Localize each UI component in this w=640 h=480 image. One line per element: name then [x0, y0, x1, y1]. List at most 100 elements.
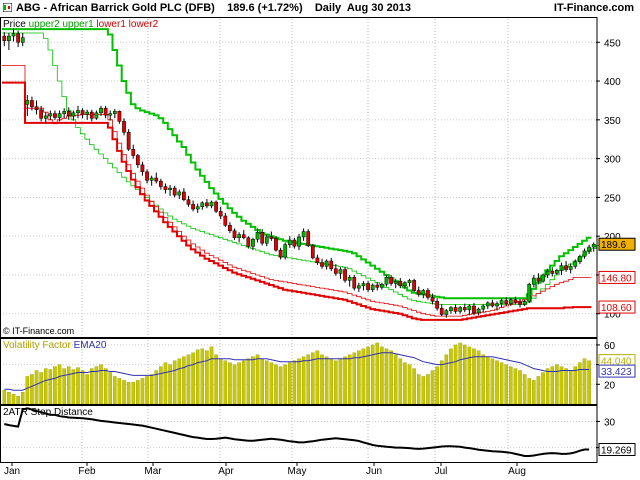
vol-bar: [154, 370, 159, 405]
candle-body: [177, 191, 182, 196]
candle-body: [338, 269, 343, 274]
candle-body: [255, 232, 260, 240]
candle-body: [154, 177, 159, 182]
price-legend-item: upper1: [60, 19, 94, 30]
candle-body: [80, 110, 85, 115]
vol-bar: [25, 376, 30, 405]
vol-bar: [246, 358, 251, 405]
candle-body: [71, 112, 76, 117]
candle-body: [43, 115, 48, 119]
vol-bar: [94, 366, 99, 405]
vol-bar: [463, 344, 467, 405]
candle-body: [472, 305, 476, 314]
price-tick-label: 250: [604, 193, 621, 204]
price-legend-item: lower1: [94, 19, 127, 30]
candle-body: [412, 280, 416, 291]
vol-bar: [131, 382, 135, 405]
month-label: Jul: [435, 466, 448, 477]
vol-bar: [522, 374, 527, 405]
candle-body: [186, 199, 191, 205]
vol-bar: [274, 364, 278, 405]
vol-bar: [301, 356, 306, 405]
candle-body: [301, 231, 306, 238]
vol-bar: [140, 378, 145, 405]
candle-body: [481, 305, 486, 310]
vol-bar: [380, 346, 384, 405]
candle-body: [485, 302, 490, 307]
candle-body: [108, 113, 113, 116]
vol-bar: [564, 368, 568, 405]
candle-body: [62, 111, 67, 114]
upper2-line: [2, 28, 592, 300]
vol-bar: [541, 372, 545, 405]
chart-area-bg: [0, 17, 640, 480]
vol-bar: [518, 370, 522, 405]
vol-value-tag-text: 44.040: [601, 357, 632, 368]
lower1-tag-box: [598, 270, 636, 284]
month-label: Mar: [144, 466, 162, 477]
vol-bar: [163, 362, 168, 405]
vol-bar: [168, 364, 172, 405]
vol-legend-item: EMA20: [71, 340, 107, 351]
candle-body: [287, 239, 292, 245]
candle-body: [536, 277, 541, 282]
vol-bar: [260, 358, 264, 405]
vol-legend-item: Volatility Factor: [3, 340, 71, 351]
candle-body: [112, 111, 117, 114]
candle-body: [324, 260, 329, 267]
vol-bar: [11, 394, 16, 405]
candle-body: [407, 280, 412, 283]
ema-value-tag-text: 33.423: [601, 367, 632, 378]
lower1-tag-text: 146.80: [601, 273, 632, 284]
candle-body: [103, 107, 108, 116]
candle-body: [504, 300, 509, 304]
vol-bar: [495, 360, 499, 405]
vol-bar: [269, 362, 274, 405]
month-label: Aug: [508, 466, 526, 477]
vol-bar: [536, 376, 541, 405]
candle-body: [578, 256, 582, 263]
vol-bar: [288, 362, 292, 405]
vol-bar: [453, 344, 458, 405]
candle-body: [398, 280, 403, 287]
vol-bar: [476, 350, 481, 405]
vol-legend: Volatility Factor EMA20: [3, 340, 107, 351]
candle-body: [48, 113, 53, 117]
axis-layer: [0, 17, 600, 466]
vol-bar: [486, 356, 490, 405]
candle-body: [191, 204, 195, 210]
chart-title: ABG - African Barrick Gold PLC (DFB) 189…: [16, 2, 411, 14]
vol-bar: [292, 360, 297, 405]
lower2-tag: 108.60: [598, 300, 636, 314]
vol-bar: [113, 376, 117, 405]
candle-body: [315, 257, 320, 263]
vol-bar: [467, 346, 472, 405]
vol-bar: [117, 378, 122, 405]
vol-bar: [149, 374, 154, 405]
candle-body: [214, 201, 218, 212]
watermark-text: © IT-Finance.com: [3, 326, 74, 336]
symbol-title: ABG - African Barrick Gold PLC (DFB): [16, 2, 215, 14]
vol-bar: [241, 360, 246, 405]
vol-bar: [177, 358, 182, 405]
data-layer: [2, 28, 601, 457]
candle-body: [89, 111, 94, 119]
candle-body: [237, 234, 242, 238]
candle-body: [135, 155, 140, 166]
candle-body: [168, 187, 172, 190]
vol-bar: [80, 370, 85, 405]
candle-body: [522, 301, 527, 305]
price-tick-label: 200: [604, 232, 621, 243]
candle-body: [251, 239, 255, 247]
vol-bar: [426, 374, 430, 405]
vol-bar: [191, 352, 195, 405]
price-legend: Price upper2 upper1 lower1 lower2: [3, 19, 159, 30]
candle-body: [117, 111, 122, 122]
candle-body: [218, 211, 223, 217]
last-price-tag-box: [598, 237, 636, 251]
candle-body: [200, 202, 205, 207]
vol-bar: [375, 342, 380, 405]
vol-bar: [398, 358, 403, 405]
candle-body: [7, 35, 11, 41]
